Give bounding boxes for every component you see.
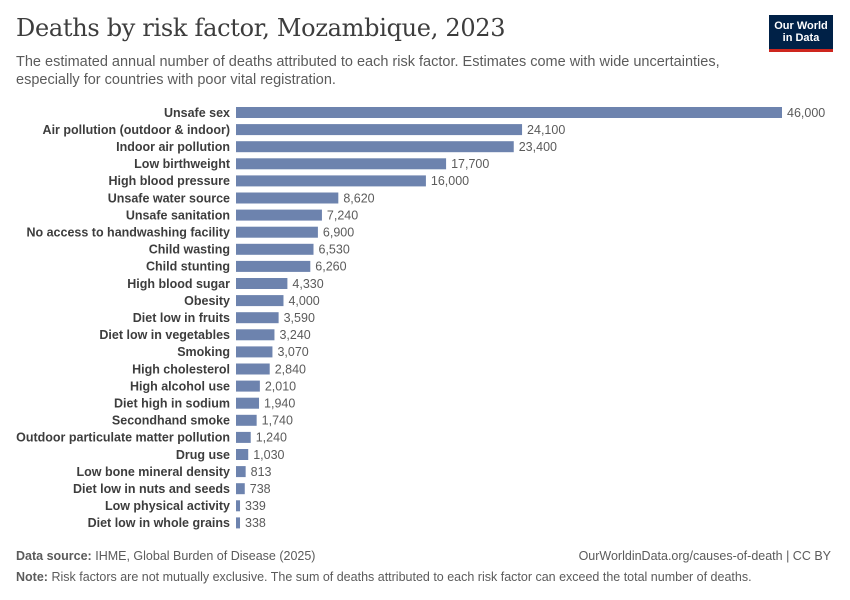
value-label: 338: [245, 516, 266, 530]
category-label: Smoking: [177, 345, 230, 359]
bar[interactable]: [236, 431, 251, 443]
bar[interactable]: [236, 175, 426, 187]
category-label: High alcohol use: [130, 379, 230, 393]
category-label: Diet low in nuts and seeds: [73, 482, 230, 496]
bar[interactable]: [236, 483, 245, 495]
category-label: High blood pressure: [108, 174, 230, 188]
footnote: Note: Risk factors are not mutually excl…: [16, 570, 752, 584]
value-label: 3,070: [277, 345, 308, 359]
bar[interactable]: [236, 363, 270, 375]
chart-title: Deaths by risk factor, Mozambique, 2023: [16, 14, 506, 42]
category-label: Air pollution (outdoor & indoor): [43, 123, 230, 137]
value-label: 17,700: [451, 157, 489, 171]
category-label: Low bone mineral density: [77, 465, 231, 479]
category-label: Diet low in vegetables: [99, 328, 230, 342]
value-label: 813: [251, 465, 272, 479]
logo-line-1: Our World: [774, 20, 828, 32]
bar[interactable]: [236, 141, 514, 153]
category-label: Indoor air pollution: [116, 140, 230, 154]
bar[interactable]: [236, 124, 523, 136]
value-label: 738: [250, 482, 271, 496]
category-label: High blood sugar: [127, 277, 230, 291]
value-label: 6,260: [315, 260, 346, 274]
bar[interactable]: [236, 278, 288, 289]
data-source-text[interactable]: IHME, Global Burden of Disease (2025): [95, 549, 316, 563]
bar[interactable]: [236, 226, 318, 238]
category-label: Unsafe water source: [108, 191, 230, 205]
bar[interactable]: [236, 107, 782, 118]
footnote-label: Note:: [16, 570, 48, 584]
category-label: Low physical activity: [105, 499, 230, 513]
bar[interactable]: [236, 295, 284, 307]
category-label: Low birthweight: [134, 157, 231, 171]
value-label: 23,400: [519, 140, 557, 154]
bar[interactable]: [236, 449, 249, 460]
value-label: 4,000: [288, 294, 319, 308]
bar-chart: Unsafe sex 46,000 Air pollution (outdoor &…: [16, 106, 825, 530]
category-label: Diet high in sodium: [114, 397, 230, 411]
category-label: Child stunting: [146, 260, 230, 274]
chart-subtitle: The estimated annual number of deaths at…: [16, 54, 720, 88]
category-label: Drug use: [176, 448, 230, 462]
bar[interactable]: [236, 260, 311, 272]
category-label: Unsafe sanitation: [126, 208, 230, 222]
value-label: 3,590: [284, 311, 315, 325]
category-label: Unsafe sex: [164, 106, 230, 120]
bar[interactable]: [236, 414, 257, 426]
bar[interactable]: [236, 312, 279, 324]
footnote-text: Risk factors are not mutually exclusive.…: [51, 570, 752, 584]
value-label: 24,100: [527, 123, 565, 137]
category-label: Diet low in fruits: [133, 311, 230, 325]
bar[interactable]: [236, 158, 447, 170]
value-label: 6,530: [319, 243, 350, 257]
category-label: No access to handwashing facility: [26, 226, 230, 240]
bar[interactable]: [236, 397, 260, 409]
category-label: Diet low in whole grains: [88, 516, 230, 530]
bar[interactable]: [236, 346, 273, 358]
value-label: 2,840: [275, 362, 306, 376]
category-label: Child wasting: [149, 243, 230, 257]
owid-logo[interactable]: Our World in Data: [769, 15, 833, 52]
value-label: 4,330: [292, 277, 323, 291]
value-label: 8,620: [343, 191, 374, 205]
bar[interactable]: [236, 380, 260, 392]
value-label: 6,900: [323, 226, 354, 240]
category-label: Secondhand smoke: [112, 414, 230, 428]
value-label: 1,240: [256, 431, 287, 445]
value-label: 2,010: [265, 379, 296, 393]
category-label: Obesity: [184, 294, 230, 308]
data-source-label: Data source:: [16, 549, 92, 563]
bar[interactable]: [236, 209, 322, 221]
value-label: 339: [245, 499, 266, 513]
category-label: High cholesterol: [132, 362, 230, 376]
value-label: 3,240: [279, 328, 310, 342]
value-label: 1,940: [264, 397, 295, 411]
bar[interactable]: [236, 500, 241, 512]
logo-line-2: in Data: [782, 32, 820, 44]
value-label: 7,240: [327, 208, 358, 222]
source-url[interactable]: OurWorldinData.org/causes-of-death | CC …: [578, 549, 831, 563]
value-label: 1,030: [253, 448, 284, 462]
bar[interactable]: [236, 243, 314, 255]
bar[interactable]: [236, 192, 339, 204]
bar[interactable]: [236, 466, 246, 478]
bar[interactable]: [236, 517, 241, 529]
value-label: 1,740: [262, 414, 293, 428]
data-source: Data source: IHME, Global Burden of Dise…: [16, 549, 315, 563]
value-label: 46,000: [787, 106, 825, 120]
value-label: 16,000: [431, 174, 469, 188]
bar[interactable]: [236, 329, 275, 341]
category-label: Outdoor particulate matter pollution: [16, 431, 230, 445]
